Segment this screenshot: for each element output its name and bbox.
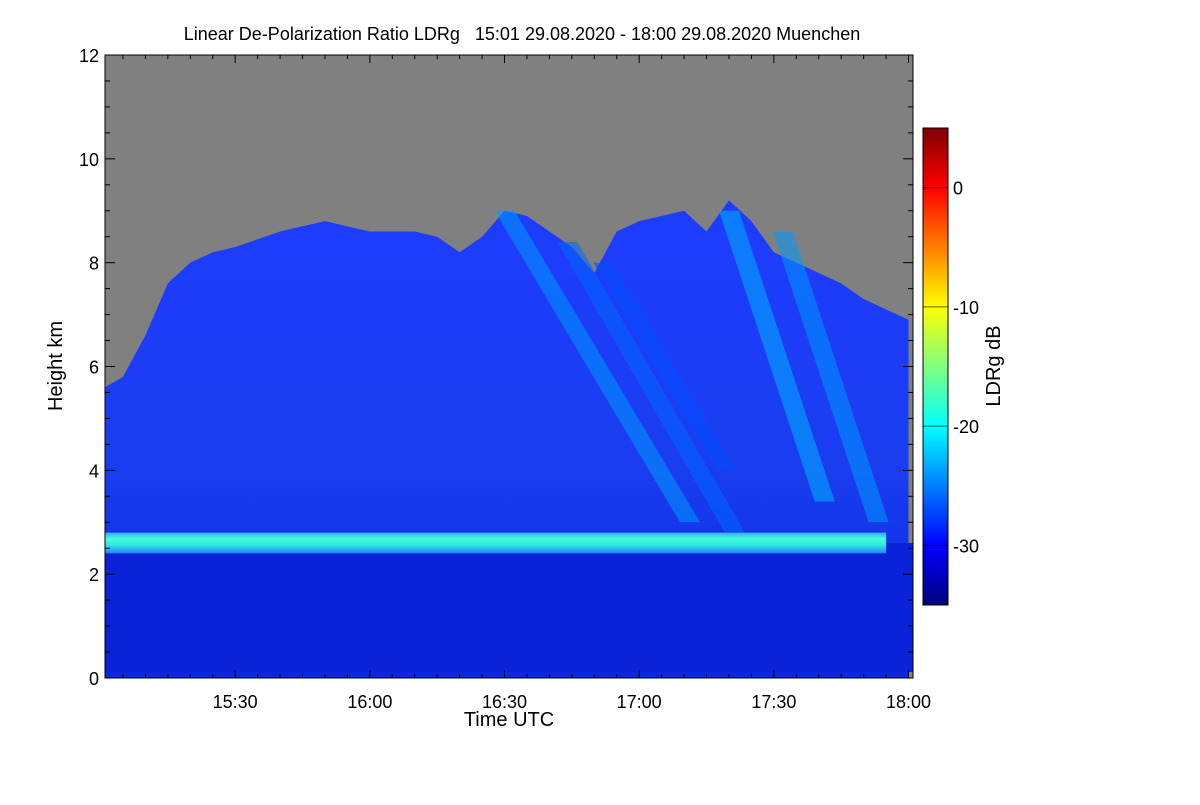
- fall-streak-3: [593, 262, 736, 471]
- colorbar: -30 -20 -10 0 LDRg dB: [922, 127, 1005, 606]
- chart-title: Linear De-Polarization Ratio LDRg 15:01 …: [184, 24, 860, 44]
- x-tick-label: 16:00: [347, 692, 392, 712]
- x-tick-label: 18:00: [886, 692, 931, 712]
- x-axis-label: Time UTC: [464, 709, 554, 731]
- y-tick-label: 10: [79, 150, 99, 170]
- colorbar-scale: [922, 127, 949, 606]
- colorbar-tick-label: -30: [953, 536, 979, 556]
- fall-streak-1: [494, 210, 701, 523]
- colorbar-tick-label: -20: [953, 417, 979, 437]
- aerosol-layer-band: [105, 532, 887, 554]
- colorbar-tick-label: -10: [953, 298, 979, 318]
- y-tick-label: 2: [89, 565, 99, 585]
- fall-streak-5: [772, 231, 889, 523]
- y-tick-label: 4: [89, 461, 99, 481]
- fall-streaks: [494, 210, 889, 533]
- x-tick-label: 17:30: [751, 692, 796, 712]
- y-axis-label: Height km: [45, 321, 67, 411]
- y-tick-label: 6: [89, 358, 99, 378]
- y-tick-label: 12: [79, 46, 99, 66]
- colorbar-tick-label: 0: [953, 179, 963, 199]
- colorbar-ticks: -30 -20 -10 0: [923, 179, 979, 556]
- fall-streak-4: [718, 210, 835, 502]
- plot-area: [105, 55, 913, 678]
- colorbar-label: LDRg dB: [983, 325, 1005, 406]
- y-axis: 0 2 4 6 8 10 12: [79, 46, 913, 689]
- x-axis: 15:30 16:00 16:30 17:00 17:30 18:00: [122, 55, 931, 712]
- x-tick-label: 15:30: [213, 692, 258, 712]
- x-tick-label: 17:00: [617, 692, 662, 712]
- fall-streak-2: [557, 241, 745, 533]
- x-tick-label: 16:30: [482, 692, 527, 712]
- y-tick-label: 8: [89, 254, 99, 274]
- lower-boundary-region: [105, 543, 913, 672]
- y-tick-label: 0: [89, 669, 99, 689]
